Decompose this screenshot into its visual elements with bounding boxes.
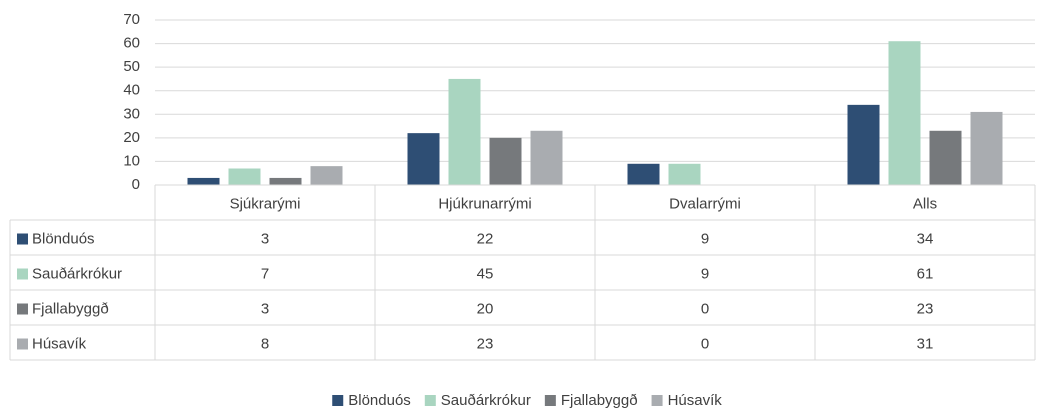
y-tick-label: 30 <box>123 105 140 122</box>
legend-key <box>544 395 556 406</box>
table-value: 61 <box>917 265 934 282</box>
bar <box>269 177 302 185</box>
series-label: Fjallabyggð <box>32 300 109 317</box>
y-tick-label: 0 <box>132 176 140 193</box>
table-value: 0 <box>701 335 709 352</box>
table-value: 0 <box>701 300 709 317</box>
legend-key <box>651 395 663 406</box>
bar <box>888 41 921 185</box>
y-tick-label: 10 <box>123 152 140 169</box>
bar <box>228 168 261 185</box>
table-value: 7 <box>261 265 269 282</box>
category-label: Alls <box>913 195 937 212</box>
table-value: 23 <box>477 335 494 352</box>
bar <box>187 177 220 185</box>
legend-label: Fjallabyggð <box>561 392 638 409</box>
table-value: 22 <box>477 230 494 247</box>
legend-label: Blönduós <box>348 392 411 409</box>
bar <box>668 163 701 185</box>
table-value: 3 <box>261 230 269 247</box>
legend-key <box>17 268 28 280</box>
table-value: 31 <box>917 335 934 352</box>
bar <box>489 137 522 185</box>
bar <box>929 130 962 185</box>
table-value: 23 <box>917 300 934 317</box>
legend-key <box>17 303 28 315</box>
table-value: 20 <box>477 300 494 317</box>
category-label: Hjúkrunarrými <box>438 195 531 212</box>
bar <box>970 111 1003 185</box>
legend-label: Sauðárkrókur <box>441 392 531 409</box>
y-tick-label: 70 <box>123 11 140 28</box>
table-value: 45 <box>477 265 494 282</box>
y-tick-label: 60 <box>123 35 140 52</box>
bar <box>448 78 481 185</box>
legend-label: Húsavík <box>668 392 723 409</box>
bar <box>627 163 660 185</box>
bar <box>310 166 343 185</box>
bar <box>847 104 880 185</box>
y-tick-label: 40 <box>123 82 140 99</box>
table-value: 8 <box>261 335 269 352</box>
table-value: 34 <box>917 230 934 247</box>
bar <box>407 133 440 185</box>
y-tick-label: 20 <box>123 129 140 146</box>
bar <box>530 130 563 185</box>
table-value: 9 <box>701 230 709 247</box>
y-tick-label: 50 <box>123 58 140 75</box>
legend-key <box>332 395 344 406</box>
legend-key <box>17 233 28 245</box>
series-label: Sauðárkrókur <box>32 265 122 282</box>
category-label: Dvalarrými <box>669 195 741 212</box>
legend-key <box>424 395 436 406</box>
table-value: 9 <box>701 265 709 282</box>
series-label: Blönduós <box>32 230 95 247</box>
table-value: 3 <box>261 300 269 317</box>
category-label: Sjúkrarými <box>230 195 301 212</box>
legend-key <box>17 338 28 350</box>
series-label: Húsavík <box>32 335 87 352</box>
